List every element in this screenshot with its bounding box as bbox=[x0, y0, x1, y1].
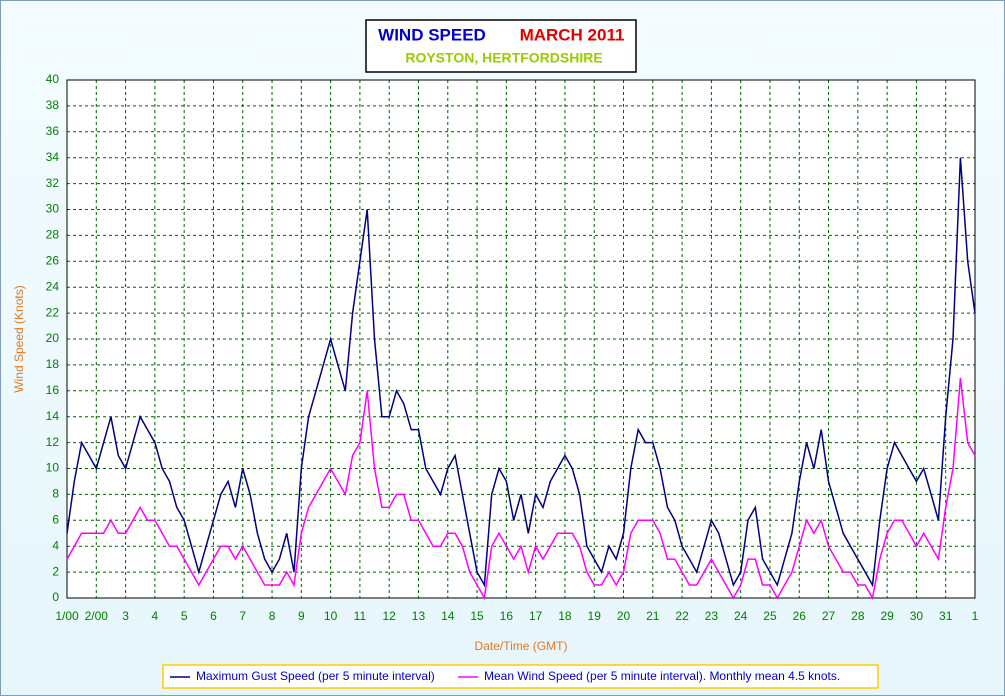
x-tick-label: 26 bbox=[793, 609, 807, 623]
x-tick-label: 16 bbox=[500, 609, 514, 623]
x-tick-label: 12 bbox=[383, 609, 397, 623]
y-tick-label: 2 bbox=[52, 564, 59, 578]
chart-subtitle: ROYSTON, HERTFORDSHIRE bbox=[405, 50, 602, 66]
y-tick-label: 32 bbox=[46, 176, 60, 190]
x-tick-label: 13 bbox=[412, 609, 426, 623]
x-tick-label: 30 bbox=[910, 609, 924, 623]
series-line bbox=[66, 157, 976, 588]
y-tick-label: 40 bbox=[46, 72, 60, 86]
y-tick-label: 10 bbox=[46, 461, 60, 475]
y-tick-label: 4 bbox=[52, 538, 59, 552]
x-tick-label: 1/00 bbox=[55, 609, 79, 623]
x-tick-label: 1 bbox=[972, 609, 979, 623]
x-tick-label: 18 bbox=[558, 609, 572, 623]
x-tick-label: 20 bbox=[617, 609, 631, 623]
y-tick-label: 26 bbox=[46, 253, 60, 267]
y-tick-label: 6 bbox=[52, 512, 59, 526]
x-tick-label: 8 bbox=[269, 609, 276, 623]
y-tick-label: 16 bbox=[46, 383, 60, 397]
x-tick-label: 22 bbox=[675, 609, 689, 623]
x-tick-label: 7 bbox=[239, 609, 246, 623]
legend-box bbox=[162, 664, 879, 689]
x-tick-label: 15 bbox=[470, 609, 484, 623]
y-tick-label: 30 bbox=[46, 202, 60, 216]
x-tick-label: 23 bbox=[705, 609, 719, 623]
x-tick-label: 31 bbox=[939, 609, 953, 623]
plot-border bbox=[66, 79, 976, 599]
x-tick-label: 28 bbox=[851, 609, 865, 623]
y-tick-label: 22 bbox=[46, 305, 60, 319]
y-tick-label: 0 bbox=[52, 590, 59, 604]
y-tick-label: 36 bbox=[46, 124, 60, 138]
y-axis-label: Wind Speed (Knots) bbox=[12, 285, 26, 392]
legend-label: Mean Wind Speed (per 5 minute interval).… bbox=[484, 669, 840, 683]
x-tick-label: 21 bbox=[646, 609, 660, 623]
y-tick-label: 8 bbox=[52, 487, 59, 501]
y-tick-label: 38 bbox=[46, 98, 60, 112]
x-tick-label: 3 bbox=[122, 609, 129, 623]
x-axis-label: Date/Time (GMT) bbox=[475, 639, 568, 653]
x-tick-label: 17 bbox=[529, 609, 543, 623]
y-tick-label: 18 bbox=[46, 357, 60, 371]
legend-label: Maximum Gust Speed (per 5 minute interva… bbox=[196, 669, 435, 683]
y-tick-label: 12 bbox=[46, 435, 60, 449]
x-tick-label: 4 bbox=[152, 609, 159, 623]
x-tick-label: 14 bbox=[441, 609, 455, 623]
x-tick-label: 29 bbox=[880, 609, 894, 623]
y-tick-label: 24 bbox=[46, 279, 60, 293]
x-tick-label: 2/00 bbox=[85, 609, 109, 623]
y-tick-label: 34 bbox=[46, 150, 60, 164]
y-tick-label: 14 bbox=[46, 409, 60, 423]
x-tick-label: 10 bbox=[324, 609, 338, 623]
series-line bbox=[66, 377, 976, 601]
x-tick-label: 6 bbox=[210, 609, 217, 623]
x-tick-label: 11 bbox=[354, 609, 367, 623]
chart-title: WIND SPEED bbox=[378, 25, 486, 44]
x-tick-label: 27 bbox=[822, 609, 836, 623]
x-tick-label: 9 bbox=[298, 609, 305, 623]
x-tick-label: 19 bbox=[588, 609, 602, 623]
y-tick-label: 28 bbox=[46, 228, 60, 242]
x-tick-label: 25 bbox=[763, 609, 777, 623]
x-tick-label: 24 bbox=[734, 609, 748, 623]
title-box bbox=[365, 19, 637, 73]
x-tick-label: 5 bbox=[181, 609, 188, 623]
chart-title-period: MARCH 2011 bbox=[520, 25, 625, 44]
y-tick-label: 20 bbox=[46, 331, 60, 345]
